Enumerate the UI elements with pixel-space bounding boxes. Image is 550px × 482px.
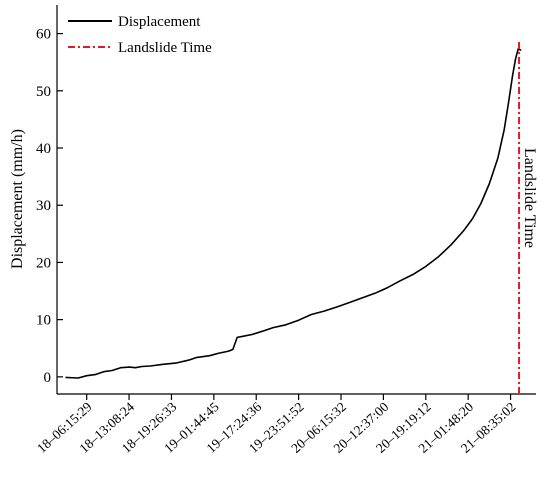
y-tick-label: 40 — [36, 141, 51, 157]
series-line-displacement — [65, 48, 522, 379]
legend-entry-landslide-time: Landslide Time — [68, 40, 212, 56]
legend: Displacement Landslide Time — [68, 14, 212, 56]
legend-entry-displacement: Displacement — [68, 14, 201, 30]
y-axis-label: Displacement (mm/h) — [9, 129, 26, 269]
x-ticks: 18–06:15:2918–13:08:2418–19:26:3319–01:4… — [34, 394, 519, 456]
y-tick-label: 20 — [36, 255, 51, 271]
legend-label-displacement: Displacement — [118, 14, 201, 30]
series-layer — [65, 48, 522, 379]
y-tick-label: 0 — [44, 370, 52, 386]
y-tick-label: 30 — [36, 198, 51, 214]
plot-frame — [56, 5, 536, 395]
y-tick-label: 50 — [36, 84, 51, 100]
y-ticks: 0 10 20 30 40 50 60 — [36, 27, 63, 386]
y-tick-label: 60 — [36, 27, 51, 43]
y-tick-label: 10 — [36, 313, 51, 329]
legend-label-landslide-time: Landslide Time — [118, 40, 212, 56]
landslide-annotation: Landslide Time — [521, 148, 538, 248]
